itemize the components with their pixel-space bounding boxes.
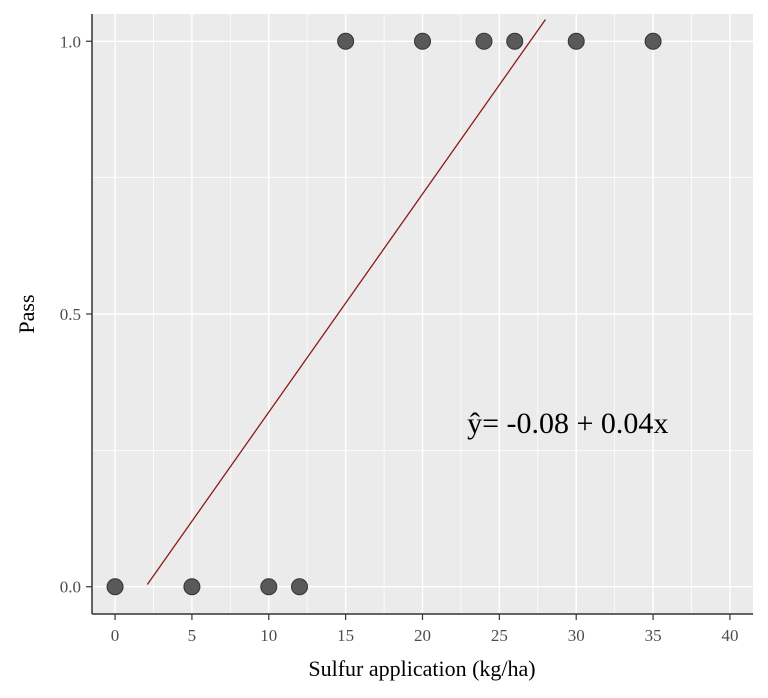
x-tick-label: 30 bbox=[568, 626, 585, 645]
y-tick-label: 1.0 bbox=[60, 32, 81, 51]
x-axis-title: Sulfur application (kg/ha) bbox=[308, 656, 535, 681]
data-point bbox=[567, 32, 585, 50]
data-point bbox=[644, 32, 662, 50]
data-point bbox=[183, 578, 201, 596]
x-tick-label: 20 bbox=[414, 626, 431, 645]
points bbox=[106, 32, 662, 596]
x-tick-label: 35 bbox=[645, 626, 662, 645]
regression-line bbox=[146, 19, 547, 585]
regression-equation: ŷ= -0.08 + 0.04x bbox=[467, 407, 668, 440]
data-point bbox=[475, 32, 493, 50]
data-point bbox=[106, 578, 124, 596]
regression bbox=[146, 19, 547, 585]
data-point bbox=[506, 32, 524, 50]
x-tick-label: 10 bbox=[260, 626, 277, 645]
x-tick-label: 40 bbox=[721, 626, 738, 645]
x-tick-label: 25 bbox=[491, 626, 508, 645]
y-tick-label: 0.5 bbox=[60, 305, 81, 324]
x-tick-label: 15 bbox=[337, 626, 354, 645]
y-tick-label: 0.0 bbox=[60, 578, 81, 597]
data-point bbox=[337, 32, 355, 50]
data-point bbox=[260, 578, 278, 596]
x-ticks: 0 5 10 15 20 25 30 35 40 bbox=[111, 614, 738, 645]
data-point bbox=[291, 578, 309, 596]
y-axis-title: Pass bbox=[14, 294, 39, 333]
data-point bbox=[414, 32, 431, 50]
x-tick-label: 5 bbox=[188, 626, 197, 645]
y-ticks: 0.0 0.5 1.0 bbox=[60, 32, 92, 597]
x-tick-label: 0 bbox=[111, 626, 120, 645]
